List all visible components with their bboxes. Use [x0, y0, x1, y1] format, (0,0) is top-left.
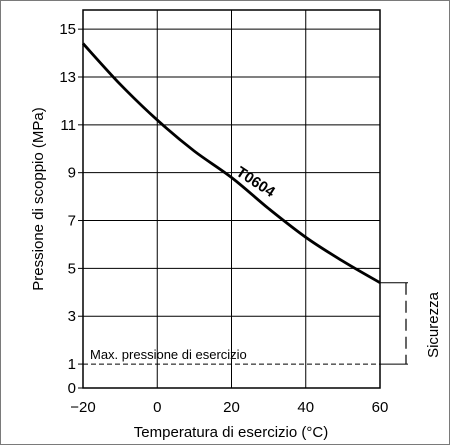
series-line-t0604 [81, 42, 381, 284]
x-tick-label: 0 [153, 399, 161, 416]
y-tick-label: 3 [68, 308, 76, 325]
y-axis-label: Pressione di scoppio (MPa) [30, 107, 47, 290]
x-tick-label: 40 [297, 399, 314, 416]
y-tick-label: 7 [68, 213, 76, 230]
y-tick-label: 13 [59, 69, 76, 86]
x-tick-label: −20 [70, 399, 95, 416]
series-layer [81, 42, 381, 284]
safety-label: Sicurezza [425, 291, 442, 358]
y-tick-label: 1 [68, 356, 76, 373]
max-pressure-label: Max. pressione di esercizio [90, 347, 247, 362]
y-tick-label: 11 [60, 117, 76, 134]
y-tick-label: 9 [68, 165, 76, 182]
x-axis-label: Temperatura di esercizio (°C) [134, 424, 328, 441]
annotations-layer [83, 282, 408, 365]
y-tick-label: 5 [68, 260, 76, 277]
plot-frame [82, 9, 381, 389]
y-tick-label: 15 [59, 21, 76, 38]
x-tick-label: 60 [372, 399, 389, 416]
y-tick-label: 0 [68, 380, 76, 397]
x-tick-label: 20 [223, 399, 240, 416]
grid-lines [78, 10, 381, 389]
